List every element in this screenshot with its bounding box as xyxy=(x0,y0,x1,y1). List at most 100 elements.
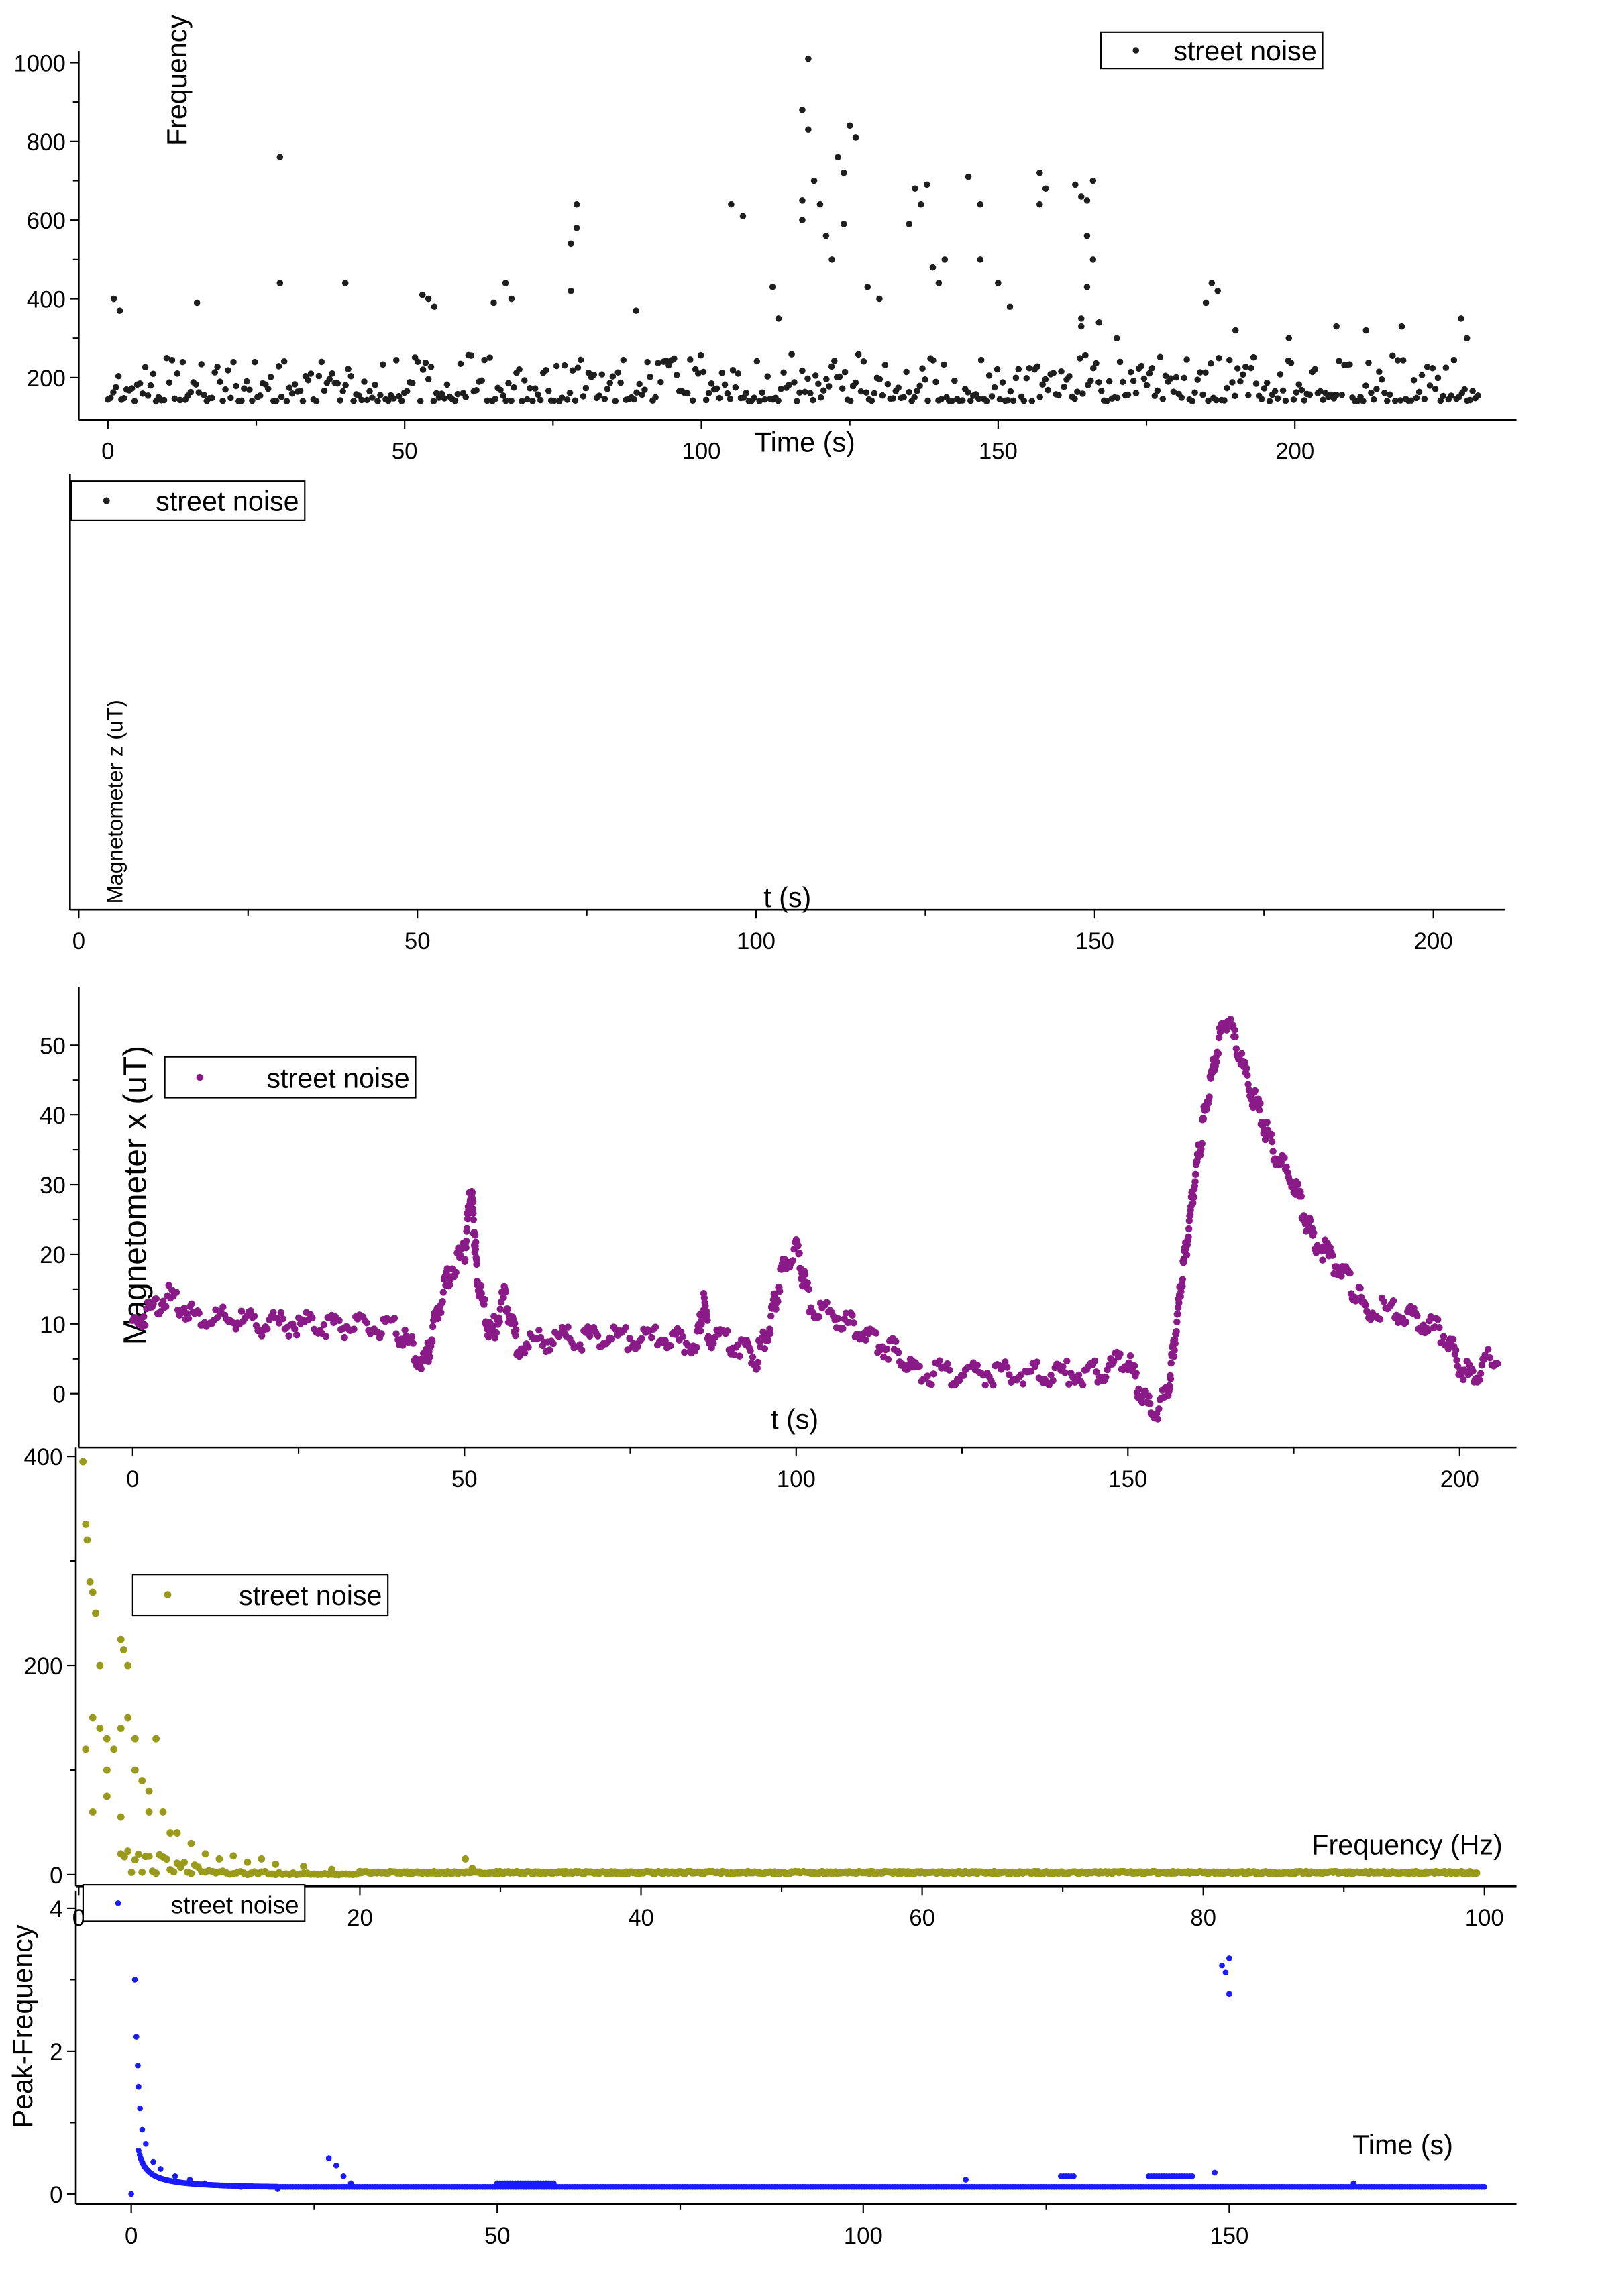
data-point xyxy=(1231,1026,1238,1034)
data-point xyxy=(1440,392,1447,400)
data-point xyxy=(434,1315,441,1323)
y-tick-label: 2 xyxy=(50,2040,62,2065)
data-point xyxy=(1440,1333,1448,1340)
data-point xyxy=(872,1329,880,1337)
data-point xyxy=(817,394,824,401)
data-point xyxy=(246,386,253,393)
data-point xyxy=(184,1315,193,1322)
data-point xyxy=(321,387,328,394)
data-point xyxy=(401,1326,409,1334)
data-point xyxy=(473,1260,480,1268)
data-point xyxy=(1179,1282,1186,1290)
data-point xyxy=(759,1328,767,1335)
data-point xyxy=(492,396,498,402)
data-point xyxy=(596,392,603,399)
y-tick-label: 20 xyxy=(40,1243,66,1268)
data-point xyxy=(272,1860,280,1868)
data-point xyxy=(230,358,237,366)
data-point xyxy=(89,1808,97,1816)
data-point xyxy=(1190,1193,1197,1201)
series-street-noise xyxy=(79,1458,1481,1879)
data-point xyxy=(1263,379,1271,386)
data-point xyxy=(137,2105,144,2112)
data-point xyxy=(211,369,218,376)
data-point xyxy=(502,1288,510,1296)
data-point xyxy=(258,1332,266,1340)
data-point xyxy=(941,256,949,263)
data-point xyxy=(1294,1180,1301,1188)
data-point xyxy=(1090,364,1097,372)
data-point xyxy=(799,367,806,374)
data-point xyxy=(1049,1376,1057,1384)
data-point xyxy=(727,396,734,402)
data-point xyxy=(430,398,437,404)
series-street-noise xyxy=(129,1015,1501,1423)
data-point xyxy=(946,1366,953,1374)
x-tick-label: 200 xyxy=(1275,439,1314,465)
data-point xyxy=(233,382,239,390)
data-point xyxy=(1095,379,1102,386)
data-point xyxy=(1179,1276,1187,1283)
data-point xyxy=(761,396,768,403)
data-point xyxy=(1413,394,1420,402)
data-point xyxy=(377,392,384,398)
data-point xyxy=(696,1327,704,1335)
data-point xyxy=(1116,1350,1124,1358)
x-tick-label: 100 xyxy=(844,2224,883,2249)
data-point xyxy=(1226,1955,1232,1961)
data-point xyxy=(710,1340,717,1347)
y-tick-label: 1000 xyxy=(13,51,65,76)
data-point xyxy=(553,362,560,370)
data-point xyxy=(508,295,515,303)
data-point xyxy=(638,1335,645,1342)
data-point xyxy=(374,398,381,404)
y-tick-label: 600 xyxy=(27,209,66,234)
data-point xyxy=(1028,398,1036,404)
data-point xyxy=(1116,358,1124,366)
x-axis-label: Frequency (Hz) xyxy=(1312,1829,1502,1860)
data-point xyxy=(1381,389,1388,396)
y-tick-label: 400 xyxy=(23,1445,62,1470)
data-point xyxy=(1026,364,1033,372)
data-point xyxy=(500,392,506,399)
legend: street noise xyxy=(164,1056,417,1099)
data-point xyxy=(1077,193,1085,200)
data-point xyxy=(1183,1251,1191,1259)
data-point xyxy=(724,390,731,397)
data-point xyxy=(1240,371,1246,378)
data-point xyxy=(1042,376,1049,383)
data-point xyxy=(1027,1368,1035,1375)
data-point xyxy=(1083,197,1091,204)
data-point xyxy=(1450,356,1458,364)
data-point xyxy=(201,1850,209,1858)
data-point xyxy=(1033,1358,1041,1366)
data-point xyxy=(232,1325,239,1333)
data-point xyxy=(916,382,923,390)
data-point xyxy=(193,299,201,307)
data-point xyxy=(237,1307,246,1315)
data-point xyxy=(127,1868,136,1876)
data-point xyxy=(1362,382,1369,389)
data-point xyxy=(145,1852,153,1860)
data-point xyxy=(825,383,833,390)
data-point xyxy=(684,1342,692,1349)
x-tick-label: 150 xyxy=(1210,2224,1248,2249)
data-point xyxy=(1095,319,1103,326)
data-point xyxy=(1257,1099,1264,1107)
data-point xyxy=(794,398,800,404)
data-point xyxy=(1074,388,1081,395)
data-point xyxy=(1146,370,1153,377)
data-point xyxy=(561,362,568,369)
data-point xyxy=(1261,385,1268,392)
data-point xyxy=(1386,391,1393,398)
data-point xyxy=(519,398,525,404)
data-point xyxy=(912,185,918,193)
data-point xyxy=(981,1381,989,1389)
data-point xyxy=(716,394,723,402)
x-tick-label: 100 xyxy=(737,929,776,954)
data-point xyxy=(468,1189,476,1196)
data-point xyxy=(914,388,920,394)
data-point xyxy=(309,1314,316,1322)
data-point xyxy=(1119,378,1126,386)
data-point xyxy=(764,1336,772,1344)
